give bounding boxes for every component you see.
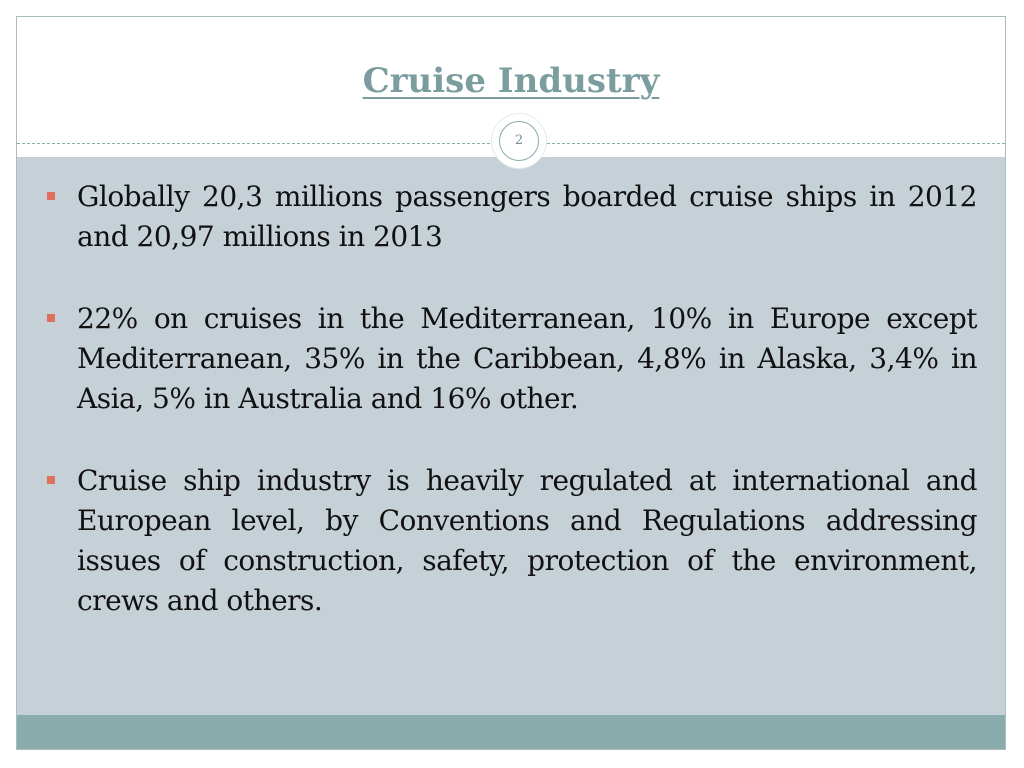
page-number-badge: 2 [492,114,546,168]
bullet-text: Cruise ship industry is heavily regulate… [77,464,978,617]
bullet-text: Globally 20,3 millions passengers boarde… [77,180,978,253]
square-bullet-icon [47,476,55,484]
page-number: 2 [499,121,539,161]
list-item: Cruise ship industry is heavily regulate… [47,461,978,621]
bullet-list: Globally 20,3 millions passengers boarde… [47,177,978,663]
content-area [17,157,1005,715]
slide: Cruise Industry 2 Globally 20,3 millions… [16,16,1006,750]
square-bullet-icon [47,314,55,322]
list-item: Globally 20,3 millions passengers boarde… [47,177,978,257]
slide-title: Cruise Industry [362,61,660,101]
footer-band [17,715,1005,749]
square-bullet-icon [47,192,55,200]
list-item: 22% on cruises in the Mediterranean, 10%… [47,299,978,419]
bullet-text: 22% on cruises in the Mediterranean, 10%… [77,302,978,415]
